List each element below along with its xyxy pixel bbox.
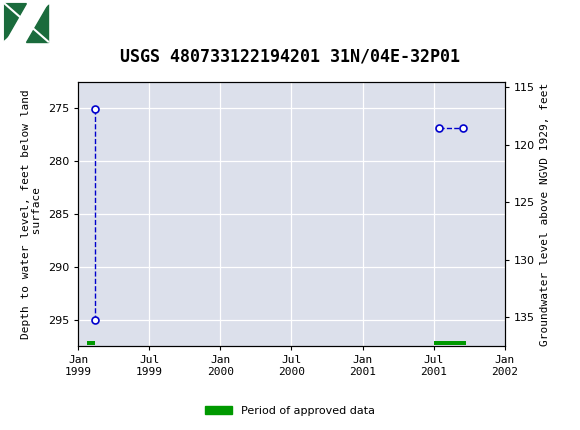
Legend: Period of approved data: Period of approved data [200, 401, 380, 420]
Y-axis label: Depth to water level, feet below land
 surface: Depth to water level, feet below land su… [21, 89, 42, 339]
Polygon shape [27, 3, 48, 42]
Text: USGS 480733122194201 31N/04E-32P01: USGS 480733122194201 31N/04E-32P01 [120, 47, 460, 65]
FancyBboxPatch shape [5, 3, 48, 42]
Text: USGS: USGS [55, 14, 110, 31]
Polygon shape [5, 3, 27, 42]
Y-axis label: Groundwater level above NGVD 1929, feet: Groundwater level above NGVD 1929, feet [541, 82, 550, 346]
